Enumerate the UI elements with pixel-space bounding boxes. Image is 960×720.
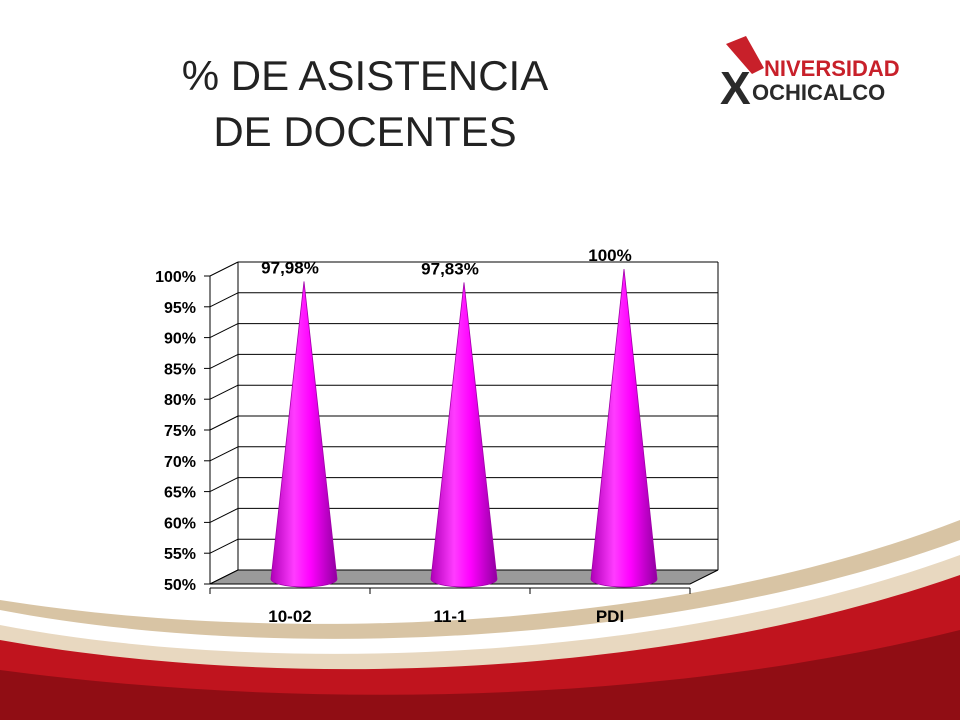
logo-letter: X: [720, 62, 751, 114]
gridline-side: [209, 477, 239, 493]
gridline-side: [209, 507, 239, 523]
data-label: 97,98%: [261, 258, 319, 277]
x-tick-label: PDI: [596, 607, 624, 626]
gridline-side: [209, 446, 239, 462]
data-label: 97,83%: [421, 259, 479, 278]
logo-text-top: NIVERSIDAD: [764, 56, 900, 81]
slide-title: % DE ASISTENCIA DE DOCENTES: [181, 52, 549, 155]
gridline-side: [209, 538, 239, 554]
y-tick-label: 100%: [155, 269, 196, 286]
gridline-side: [209, 323, 239, 339]
y-tick-label: 65%: [164, 485, 196, 502]
y-tick-label: 50%: [164, 577, 196, 594]
y-tick-label: 75%: [164, 423, 196, 440]
logo-text-bottom: OCHICALCO: [752, 80, 885, 105]
cone-bar: [430, 282, 498, 588]
y-tick-label: 90%: [164, 331, 196, 348]
universidad-xochicalco-logo: X NIVERSIDAD OCHICALCO: [720, 36, 900, 114]
y-tick-label: 55%: [164, 546, 196, 563]
gridline-side: [209, 415, 239, 431]
y-tick-label: 85%: [164, 361, 196, 378]
x-tick-label: 10-02: [268, 607, 311, 626]
gridline-side: [209, 384, 239, 400]
x-tick-label: 11-1: [433, 607, 466, 626]
cone-bar: [270, 281, 338, 588]
gridline-side: [209, 261, 239, 277]
y-tick-label: 80%: [164, 392, 196, 409]
y-tick-label: 60%: [164, 515, 196, 532]
gridline-side: [209, 353, 239, 369]
y-tick-label: 70%: [164, 454, 196, 471]
gridline-side: [209, 292, 239, 308]
cone-bar: [590, 268, 658, 588]
data-label: 100%: [588, 246, 631, 265]
y-tick-label: 95%: [164, 300, 196, 317]
